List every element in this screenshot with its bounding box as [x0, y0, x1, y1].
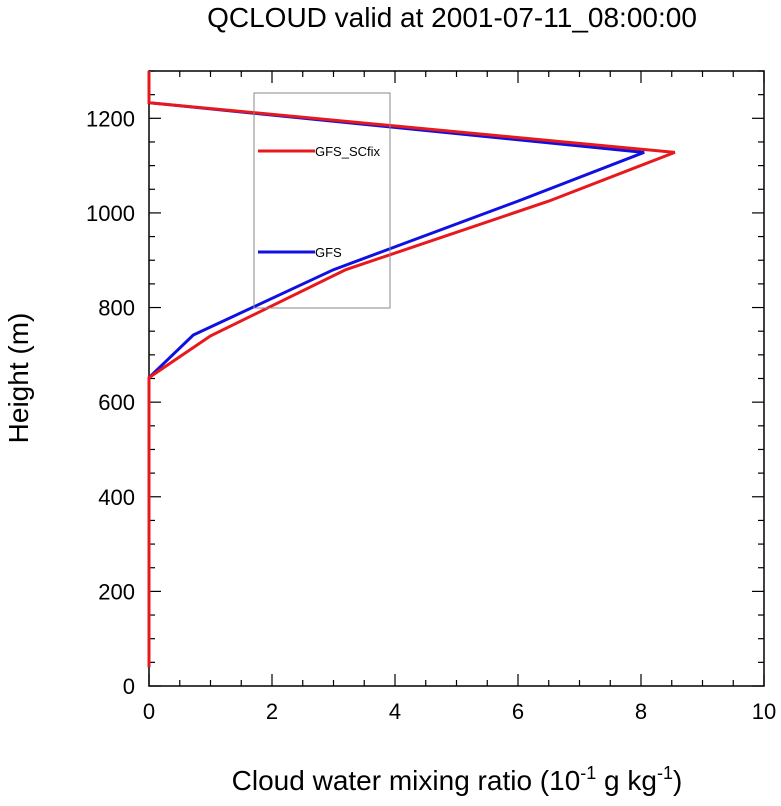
series-lines: [147, 71, 676, 668]
y-axis-label: Height (m): [3, 313, 34, 444]
x-axis-label: Cloud water mixing ratio (10-1 g kg-1): [232, 763, 683, 796]
x-label-mid: g kg: [596, 765, 657, 796]
x-tick-label: 6: [512, 699, 524, 724]
y-tick-label: 1000: [86, 201, 135, 226]
series-line-gfs: [147, 71, 645, 668]
y-tick-label: 400: [98, 485, 135, 510]
y-axis-ticks: 0 200 400 600 800 1000 1200: [86, 70, 764, 699]
chart-title: QCLOUD valid at 2001-07-11_08:00:00: [207, 2, 697, 33]
legend-box: [253, 92, 391, 309]
legend: GFS_SCfix GFS: [253, 92, 391, 309]
x-tick-label: 4: [389, 699, 401, 724]
y-tick-label: 200: [98, 579, 135, 604]
y-tick-label: 800: [98, 296, 135, 321]
x-axis-ticks: 0 2 4 6 8 10: [143, 71, 776, 724]
x-label-end: ): [673, 765, 682, 796]
y-tick-label: 1200: [86, 106, 135, 131]
plot-frame: [148, 70, 765, 687]
x-tick-label: 8: [635, 699, 647, 724]
legend-label-gfs: GFS: [315, 245, 342, 260]
x-tick-label: 0: [143, 699, 155, 724]
plot-border: [148, 70, 765, 687]
x-tick-label: 2: [266, 699, 278, 724]
x-label-exp1: -1: [580, 763, 596, 783]
y-tick-label: 600: [98, 390, 135, 415]
x-label-base: Cloud water mixing ratio (10: [232, 765, 581, 796]
x-label-exp2: -1: [657, 763, 673, 783]
legend-label-gfs-scfix: GFS_SCfix: [315, 144, 381, 159]
series-line-gfs-scfix: [147, 71, 676, 668]
x-tick-label: 10: [752, 699, 776, 724]
y-tick-label: 0: [123, 674, 135, 699]
